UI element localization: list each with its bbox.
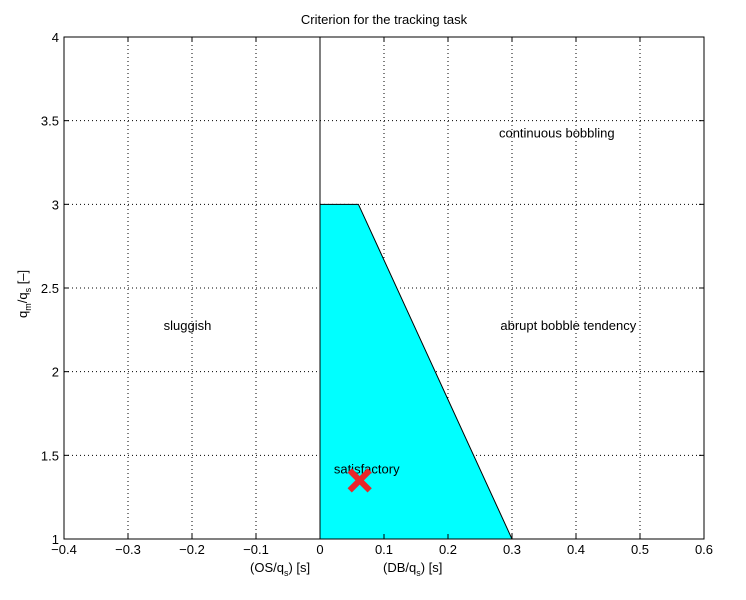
x-label-left-sub: s — [284, 568, 289, 578]
y-tick-label: 1.5 — [41, 448, 59, 463]
x-tick-label: 0.1 — [375, 542, 393, 557]
y-tick-label: 4 — [52, 30, 59, 45]
y-label-sub1: m — [23, 303, 33, 311]
x-axis-ticks: −0.4 −0.3 −0.2 −0.1 0 0.1 0.2 0.3 0.4 0.5 0.6 — [51, 37, 713, 557]
marker-stroke — [347, 468, 372, 493]
y-label-tail: [–] — [15, 270, 30, 288]
region-annotation: continuous bobbling — [499, 125, 615, 140]
x-axis-label-right: (DB/qs) [s] — [383, 560, 442, 578]
y-label-main: q — [15, 311, 30, 318]
chart-title: Criterion for the tracking task — [301, 12, 468, 27]
region-annotation: abrupt bobble tendency — [500, 318, 636, 333]
x-tick-label: −0.1 — [243, 542, 269, 557]
y-tick-label: 3 — [52, 197, 59, 212]
y-label-mid: /q — [15, 292, 30, 303]
x-tick-label: 0.3 — [503, 542, 521, 557]
data-point-marker — [347, 468, 372, 493]
y-axis-label: qm/qs [–] — [15, 270, 33, 318]
x-axis-label-left: (OS/qs) [s] — [250, 560, 310, 578]
y-tick-label: 3.5 — [41, 114, 59, 129]
y-tick-label: 2 — [52, 365, 59, 380]
region-annotation: sluggish — [164, 318, 212, 333]
x-tick-label: 0.4 — [567, 542, 585, 557]
x-tick-label: 0 — [316, 542, 323, 557]
y-tick-label: 2.5 — [41, 281, 59, 296]
x-label-right-tail: ) [s] — [421, 560, 443, 575]
x-tick-label: 0.5 — [631, 542, 649, 557]
y-axis-ticks: 1 1.5 2 2.5 3 3.5 4 — [41, 30, 704, 547]
x-tick-label: −0.4 — [51, 542, 77, 557]
region-labels: continuous bobbling sluggish abrupt bobble… — [164, 125, 637, 476]
x-tick-label: 0.2 — [439, 542, 457, 557]
x-label-right-main: (DB/q — [383, 560, 416, 575]
x-tick-label: −0.3 — [115, 542, 141, 557]
x-label-left-tail: ) [s] — [288, 560, 310, 575]
y-tick-label: 1 — [52, 532, 59, 547]
x-tick-label: 0.6 — [695, 542, 713, 557]
y-label-sub2: s — [23, 287, 33, 292]
x-label-left-main: (OS/q — [250, 560, 284, 575]
x-label-right-sub: s — [416, 568, 421, 578]
x-tick-label: −0.2 — [179, 542, 205, 557]
